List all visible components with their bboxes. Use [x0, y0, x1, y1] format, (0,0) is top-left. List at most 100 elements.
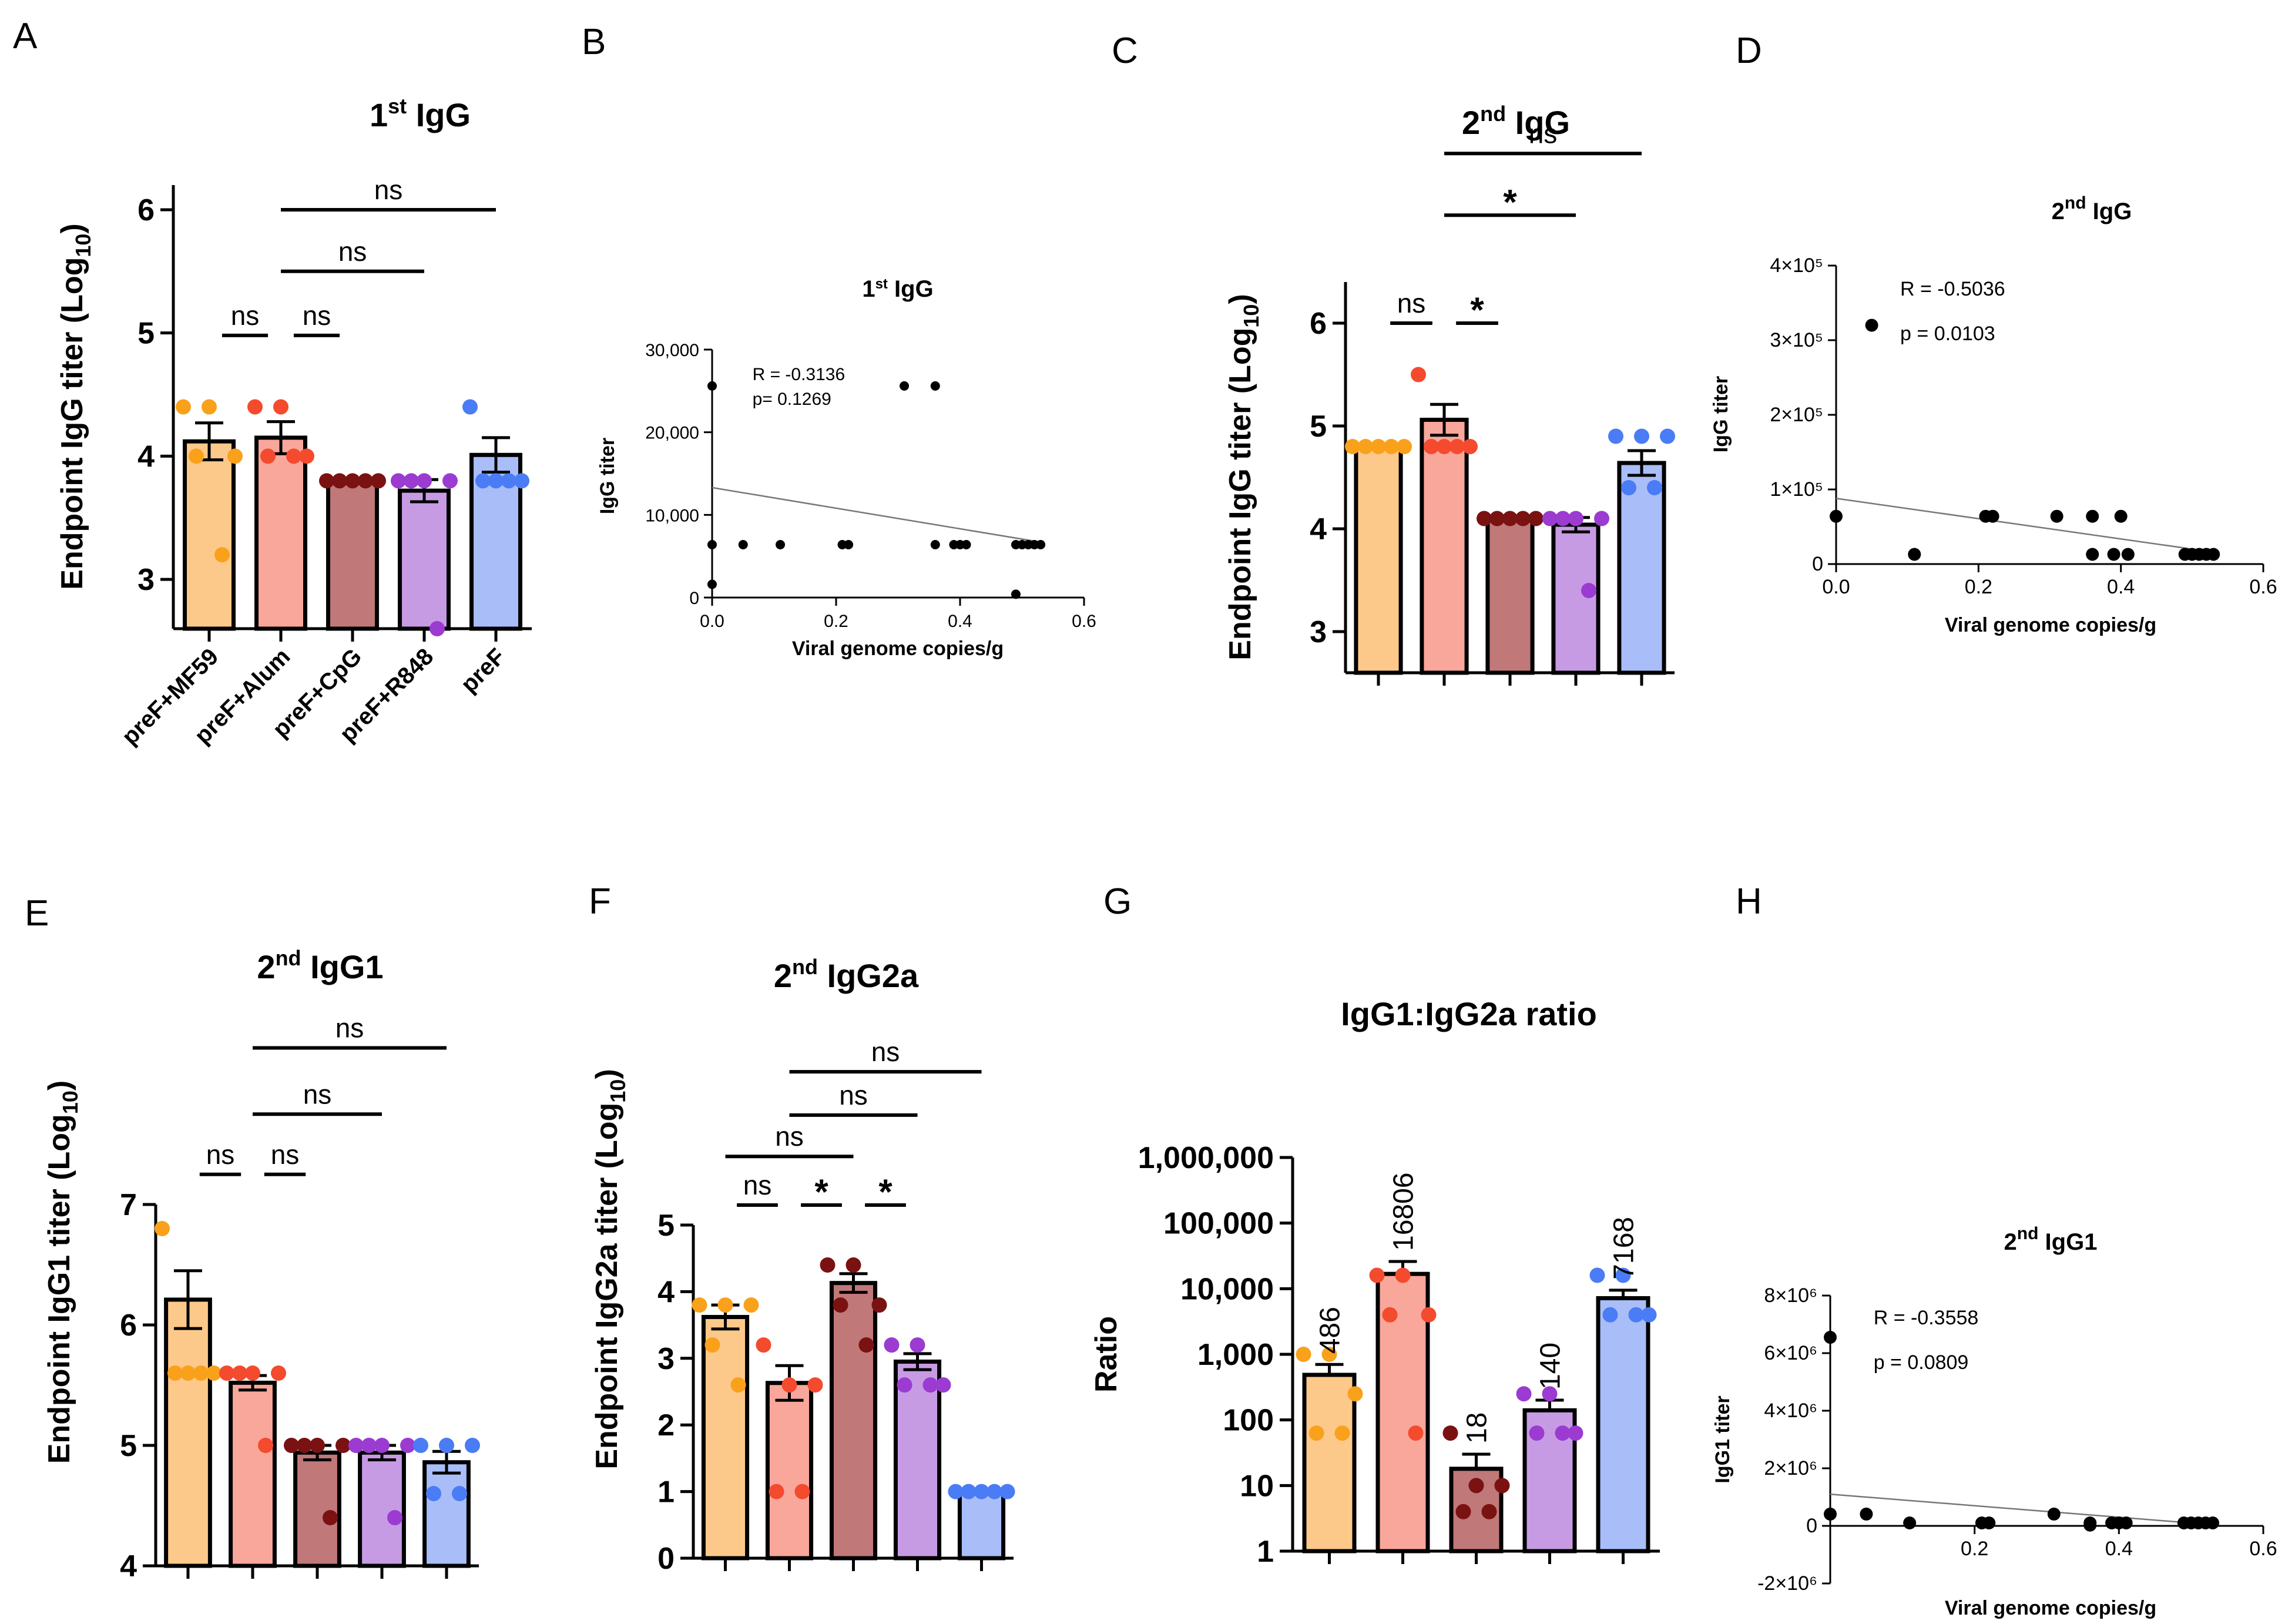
chart-F-ylabel-text: Endpoint IgG2a titer (Log: [590, 1103, 624, 1469]
chart-A-data-point: [358, 473, 373, 489]
chart-A-data-point: [417, 473, 432, 489]
chart-A-ylabel: Endpoint IgG titer (Log10): [55, 223, 95, 589]
chart-B-xtick-label: 0.4: [948, 612, 972, 631]
chart-H-xtick-label: 0.2: [1961, 1538, 1988, 1560]
panel-label-a: A: [13, 16, 38, 56]
chart-D-ytick-label: 0: [1812, 553, 1823, 575]
chart-E-sig-label: ns: [303, 1079, 332, 1109]
chart-G-value-label: 16806: [1388, 1173, 1420, 1251]
chart-A-ylabel-end: ): [55, 223, 89, 233]
chart-D-title-rest: IgG: [2086, 199, 2132, 224]
chart-E-data-point: [284, 1438, 299, 1453]
chart-F-data-point: [820, 1257, 836, 1273]
chart-C-bar: [1485, 516, 1535, 675]
chart-G-value-label: 7168: [1609, 1217, 1640, 1280]
chart-E-data-point: [180, 1365, 196, 1381]
chart-E-data-point: [361, 1438, 377, 1453]
chart-A-data-point: [286, 448, 301, 464]
chart-A-title-sup: st: [388, 94, 407, 118]
chart-C-data-point: [1358, 439, 1373, 454]
chart-D-xlabel: Viral genome copies/g: [1945, 614, 2156, 636]
chart-E-sig-label: ns: [271, 1139, 300, 1170]
chart-B-data-point: [707, 381, 717, 391]
chart-H-ytick-label: 8×10⁶: [1764, 1284, 1817, 1307]
chart-B-title-sup: st: [875, 276, 888, 292]
chart-D-stat-text: p = 0.0103: [1900, 323, 1995, 345]
chart-F-title-rest: IgG2a: [818, 957, 919, 994]
chart-D-xtick-label: 0.4: [2107, 576, 2135, 598]
chart-F-data-point: [987, 1484, 1002, 1499]
chart-G-data-point: [1442, 1425, 1458, 1441]
chart-A-bar: [254, 435, 307, 631]
chart-H-data-point: [1903, 1516, 1917, 1529]
chart-D-data-point: [1865, 318, 1878, 332]
chart-C-data-point: [1502, 511, 1518, 526]
chart-F-data-point: [769, 1484, 784, 1499]
chart-C-data-point: [1384, 439, 1399, 454]
chart-G-title-text: IgG1:IgG2a ratio: [1341, 995, 1597, 1032]
chart-G-data-point: [1516, 1386, 1532, 1402]
chart-C-data-point: [1528, 511, 1544, 526]
chart-A-data-point: [371, 473, 386, 489]
chart-E-data-point: [465, 1438, 480, 1453]
chart-B-data-point: [707, 579, 717, 589]
chart-A-ytick-label: 6: [137, 193, 155, 227]
chart-A-title: 1st IgG: [370, 94, 471, 133]
chart-G-ytick-label: 100,000: [1163, 1207, 1274, 1241]
chart-F-ytick-label: 3: [657, 1342, 675, 1376]
chart-C-data-point: [1450, 439, 1465, 454]
chart-G-value-label: 486: [1315, 1307, 1346, 1354]
chart-A-data-point: [214, 547, 230, 563]
chart-F-data-point: [897, 1377, 912, 1393]
chart-C-ytick-label: 4: [1310, 512, 1327, 546]
chart-F-data-point: [974, 1484, 989, 1499]
chart-F-sig-label: ns: [775, 1121, 804, 1152]
chart-C-ylabel: Endpoint IgG titer (Log10): [1223, 294, 1263, 660]
chart-B-title-rest: IgG: [888, 276, 934, 302]
chart-A-sig-label: ns: [338, 236, 367, 267]
chart-G-data-point: [1529, 1425, 1545, 1441]
panel-label-f: F: [589, 881, 611, 922]
chart-C-sig-label: ns: [1529, 118, 1558, 149]
chart-G-data-point: [1455, 1504, 1471, 1519]
chart-G-data-point: [1308, 1425, 1324, 1441]
chart-A-bar: [183, 439, 236, 631]
chart-F-bar: [701, 1314, 750, 1561]
chart-E-data-point: [348, 1438, 364, 1453]
chart-G-ytick-label: 100: [1223, 1404, 1274, 1438]
chart-A-data-point: [227, 448, 243, 464]
chart-C-title: 2nd IgG: [1462, 102, 1570, 141]
chart-F-data-point: [922, 1377, 938, 1393]
chart-A-data-point: [462, 399, 478, 415]
chart-D-xtick-label: 0.0: [1822, 576, 1850, 598]
chart-C-data-point: [1462, 439, 1478, 454]
chart-E-data-point: [310, 1438, 325, 1453]
chart-D-fit-line: [1836, 498, 2214, 553]
chart-A-ytick-label: 5: [137, 317, 155, 351]
chart-F-sig-label: *: [878, 1172, 892, 1212]
chart-H-stat-text: R = -0.3558: [1874, 1307, 1979, 1329]
chart-E-data-point: [439, 1438, 454, 1453]
chart-E-sig-label: ns: [206, 1139, 235, 1170]
chart-G-data-point: [1628, 1307, 1644, 1323]
chart-G-data-point: [1641, 1307, 1657, 1323]
chart-A-data-point: [442, 473, 458, 489]
chart-A-sig-label: ns: [374, 175, 403, 205]
chart-B-data-point: [1011, 589, 1021, 599]
chart-A-data-point: [345, 473, 360, 489]
chart-D-data-point: [1830, 509, 1843, 523]
chart-G-data-point: [1408, 1425, 1424, 1441]
chart-H-data-point: [1824, 1507, 1837, 1521]
chart-B-data-point: [738, 539, 748, 549]
chart-E-ylabel-sub: 10: [58, 1091, 82, 1114]
chart-A-data-point: [299, 448, 314, 464]
chart-B-ylabel: IgG titer: [596, 438, 619, 514]
chart-F-data-point: [807, 1377, 823, 1393]
chart-C-data-point: [1397, 439, 1412, 454]
chart-G-data-point: [1615, 1267, 1631, 1283]
panel-label-c: C: [1112, 31, 1138, 71]
chart-C-bar: [1551, 522, 1601, 675]
chart-E-data-point: [206, 1365, 222, 1381]
chart-F-ytick-label: 4: [657, 1275, 675, 1309]
